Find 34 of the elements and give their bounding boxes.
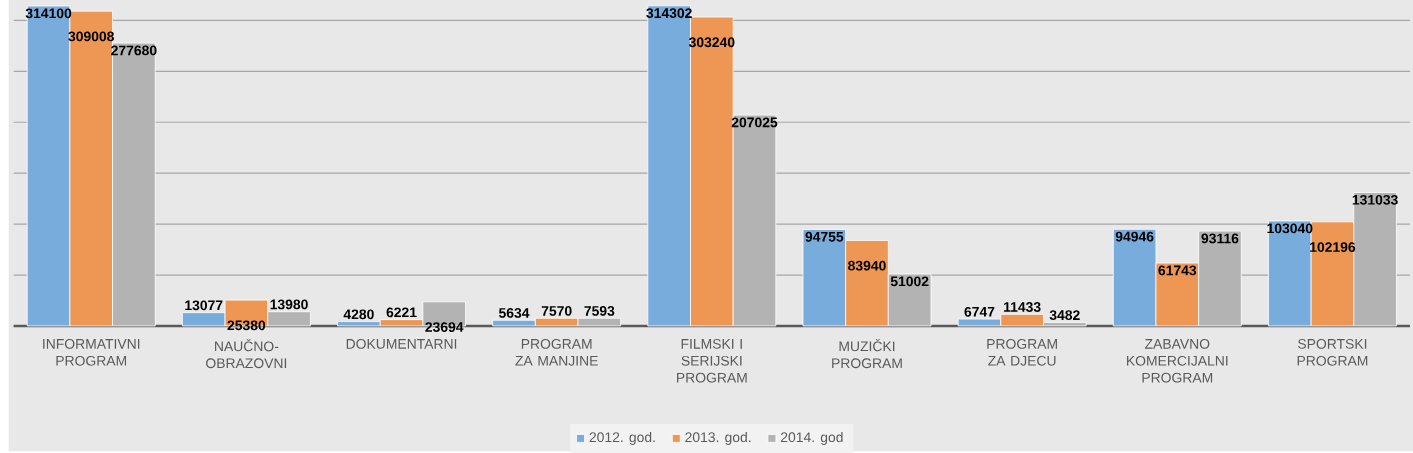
data-label: 51002 xyxy=(890,276,929,287)
data-label: 207025 xyxy=(731,117,778,128)
data-label: 83940 xyxy=(848,260,886,271)
data-label: 6221 xyxy=(386,307,417,318)
x-tick-label: SPORTSKI PROGRAM xyxy=(1297,339,1368,366)
data-label: 7593 xyxy=(584,306,615,316)
x-tick-label: PROGRAM ZA DJECU xyxy=(987,339,1057,366)
x-tick-label: ZABAVNO KOMERCIJALNI PROGRAM xyxy=(1127,339,1228,383)
data-label: 131033 xyxy=(1352,194,1398,205)
data-label: 7570 xyxy=(541,306,572,316)
x-tick-label: NAUČNO-OBRAZOVNI xyxy=(206,339,287,369)
data-label: 94946 xyxy=(1115,231,1154,242)
x-tick-label: INFORMATIVNI PROGRAM xyxy=(43,339,140,366)
x-tick-label: DOKUMENTARNI xyxy=(346,339,457,349)
data-label: 4280 xyxy=(343,309,374,320)
x-tick-label: MUZIČKI PROGRAM xyxy=(832,339,902,369)
legend-label: 2013. god. xyxy=(685,431,751,445)
x-tick-label: FILMSKI I SERIJSKI PROGRAM xyxy=(677,339,747,383)
data-label: 13077 xyxy=(185,300,223,311)
data-label: 23694 xyxy=(425,322,464,333)
x-tick-label: PROGRAM ZA MANJINE xyxy=(515,339,598,366)
data-label: 61743 xyxy=(1158,265,1197,276)
legend-label: 2012. god. xyxy=(589,431,655,445)
data-label: 13980 xyxy=(270,299,308,310)
data-label: 3482 xyxy=(1049,310,1080,321)
data-label: 6747 xyxy=(964,306,995,317)
data-label: 93116 xyxy=(1201,233,1239,244)
data-label: 314302 xyxy=(646,8,692,19)
data-label: 5634 xyxy=(498,308,530,318)
data-label: 277680 xyxy=(111,45,157,56)
legend-label: 2014. god xyxy=(780,431,843,445)
data-label: 94755 xyxy=(805,231,844,242)
data-label: 11433 xyxy=(1004,302,1041,312)
data-label: 25380 xyxy=(227,320,266,331)
